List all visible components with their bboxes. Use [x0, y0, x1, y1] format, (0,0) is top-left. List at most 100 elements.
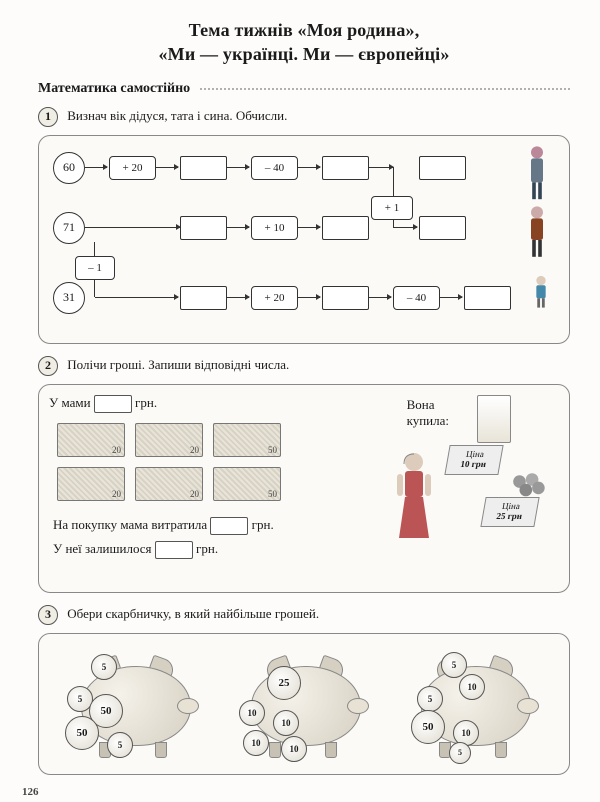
answer-blank[interactable]: [322, 216, 369, 240]
text: купила:: [407, 413, 449, 429]
dotted-rule: [200, 87, 570, 90]
answer-blank[interactable]: [210, 517, 248, 535]
price-value: 25 грн: [495, 512, 522, 522]
banknote: 20: [57, 423, 125, 457]
coin: 5: [417, 686, 443, 712]
task-2-header: 2 Полічи гроші. Запиши відповідні числа.: [38, 356, 570, 376]
arrow: [156, 167, 178, 168]
op-box-merge: + 1: [371, 196, 413, 220]
coin: 50: [65, 716, 99, 750]
grapes-icon: [509, 469, 551, 499]
text: На покупку мама витратила: [53, 517, 207, 532]
answer-blank[interactable]: [180, 216, 227, 240]
op-box: – 40: [251, 156, 298, 180]
task-3-text: Обери скарбничку, в який найбільше гроше…: [67, 606, 319, 621]
task-2-text: Полічи гроші. Запиши відповідні числа.: [67, 357, 289, 372]
shopper-icon: [389, 450, 439, 549]
piggy-bank-1[interactable]: 5550505: [59, 648, 209, 758]
title-line-1: Тема тижнів «Моя родина»,: [38, 18, 570, 42]
price-tag-1: Ціна 10 грн: [444, 445, 503, 475]
page-title: Тема тижнів «Моя родина», «Ми — українці…: [38, 18, 570, 67]
text: У мами: [49, 395, 91, 410]
coin: 5: [91, 654, 117, 680]
arrow: [85, 227, 180, 228]
start-node-71: 71: [53, 212, 85, 244]
task-2-content: У мами грн. Вона купила: Ціна 10 грн Цін…: [49, 395, 559, 580]
op-box: + 20: [109, 156, 156, 180]
answer-blank[interactable]: [155, 541, 193, 559]
coin: 25: [267, 666, 301, 700]
text: грн.: [135, 395, 157, 410]
answer-blank[interactable]: [419, 216, 466, 240]
banknote: 20: [57, 467, 125, 501]
arrow: [298, 167, 320, 168]
text: Вона: [407, 397, 449, 413]
coin: 10: [273, 710, 299, 736]
price-value: 10 грн: [459, 460, 486, 470]
text: У неї залишилося: [53, 541, 152, 556]
answer-blank[interactable]: [94, 395, 132, 413]
text: грн.: [252, 517, 274, 532]
coin: 10: [239, 700, 265, 726]
answer-blank[interactable]: [322, 286, 369, 310]
coin: 10: [243, 730, 269, 756]
arrow: [227, 227, 249, 228]
start-node-60: 60: [53, 152, 85, 184]
page: Тема тижнів «Моя родина», «Ми — українці…: [0, 0, 600, 802]
op-box: – 40: [393, 286, 440, 310]
task-1-panel: 60 + 20 – 40 + 1 71 + 10: [38, 135, 570, 344]
banknote: 20: [135, 467, 203, 501]
arrow: [227, 297, 249, 298]
arrow: [227, 167, 249, 168]
flowchart: 60 + 20 – 40 + 1 71 + 10: [49, 146, 559, 331]
task-number-1: 1: [38, 107, 58, 127]
arrow: [369, 167, 393, 168]
text: грн.: [196, 541, 218, 556]
she-bought: Вона купила:: [407, 397, 449, 429]
arrow: [298, 227, 320, 228]
coin: 5: [441, 652, 467, 678]
task-1-text: Визнач вік дідуся, тата і сина. Обчисли.: [67, 108, 287, 123]
piggy-bank-3[interactable]: 510550105: [399, 648, 549, 758]
task-1-header: 1 Визнач вік дідуся, тата і сина. Обчисл…: [38, 107, 570, 127]
answer-blank[interactable]: [419, 156, 466, 180]
title-line-2: «Ми — українці. Ми — європейці»: [38, 42, 570, 66]
line-spent: На покупку мама витратила грн.: [53, 517, 274, 535]
piggy-bank-row: 5550505 2510101010 510550105: [49, 644, 559, 762]
answer-blank[interactable]: [180, 156, 227, 180]
banknote: 20: [135, 423, 203, 457]
line-left: У неї залишилося грн.: [53, 541, 218, 559]
grandfather-icon: [519, 144, 555, 207]
arrow: [85, 167, 107, 168]
cereal-box-icon: [477, 395, 511, 443]
father-icon: [519, 204, 555, 267]
op-box: + 20: [251, 286, 298, 310]
coin: 10: [459, 674, 485, 700]
page-number: 126: [22, 786, 39, 798]
section-label: Математика самостійно: [38, 81, 570, 97]
arrow: [440, 297, 462, 298]
start-node-31: 31: [53, 282, 85, 314]
section-label-text: Математика самостійно: [38, 81, 190, 97]
task-2-panel: У мами грн. Вона купила: Ціна 10 грн Цін…: [38, 384, 570, 593]
coin: 10: [281, 736, 307, 762]
banknote: 50: [213, 423, 281, 457]
op-box-split: – 1: [75, 256, 115, 280]
arrow: [369, 297, 391, 298]
piggy-bank-2[interactable]: 2510101010: [229, 648, 379, 758]
arrow: [393, 227, 417, 228]
arrow: [298, 297, 320, 298]
task-3-panel: 5550505 2510101010 510550105: [38, 633, 570, 775]
answer-blank[interactable]: [464, 286, 511, 310]
banknote: 50: [213, 467, 281, 501]
task-number-3: 3: [38, 605, 58, 625]
coin: 5: [107, 732, 133, 758]
answer-blank[interactable]: [180, 286, 227, 310]
price-tag-2: Ціна 25 грн: [480, 497, 539, 527]
coin: 50: [411, 710, 445, 744]
son-icon: [527, 274, 555, 316]
coin: 5: [449, 742, 471, 764]
op-box: + 10: [251, 216, 298, 240]
answer-blank[interactable]: [322, 156, 369, 180]
task-number-2: 2: [38, 356, 58, 376]
